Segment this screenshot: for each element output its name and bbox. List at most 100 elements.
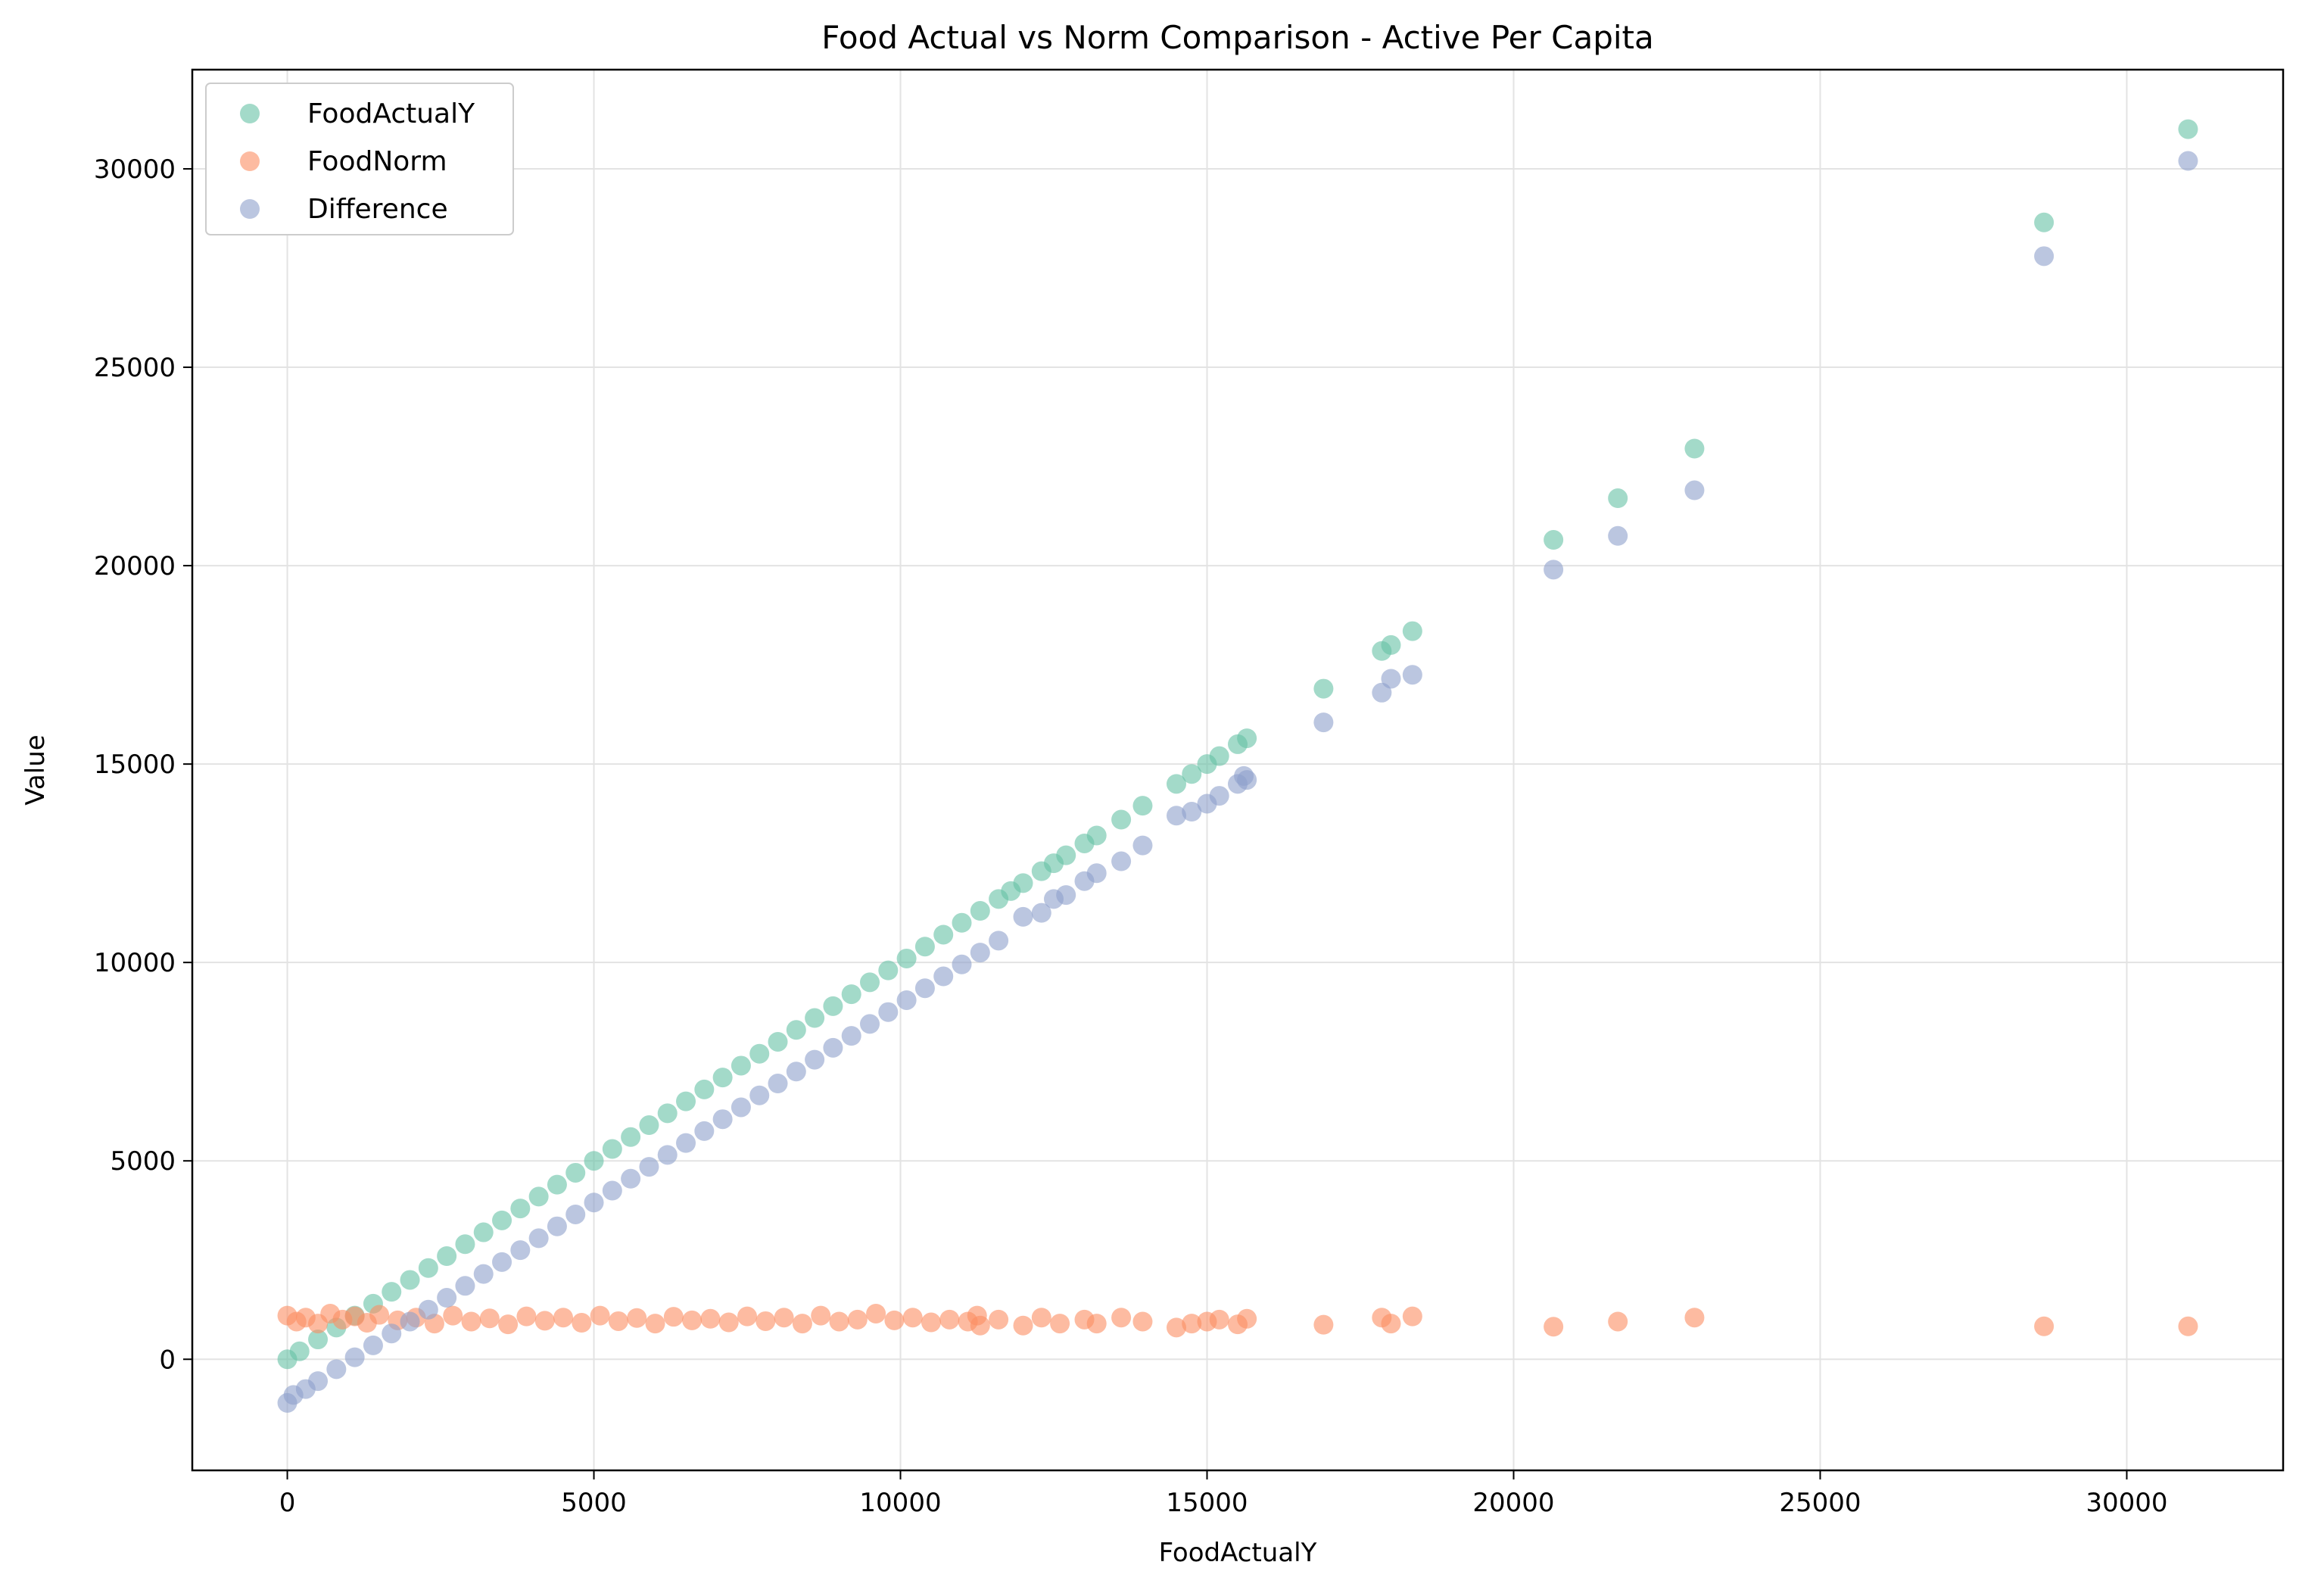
- data-point: [952, 912, 972, 933]
- data-point: [805, 1049, 825, 1070]
- data-point: [510, 1240, 531, 1261]
- data-point: [528, 1186, 549, 1207]
- data-point: [921, 1312, 942, 1333]
- data-point: [1402, 1306, 1422, 1327]
- y-tick-label: 30000: [94, 154, 176, 185]
- data-point: [731, 1055, 751, 1076]
- data-point: [811, 1305, 831, 1326]
- data-point: [1684, 480, 1705, 500]
- data-point: [289, 1341, 310, 1361]
- data-point: [1167, 806, 1187, 826]
- legend-label: FoodNorm: [307, 146, 447, 177]
- data-point: [516, 1306, 537, 1327]
- data-point: [731, 1097, 751, 1118]
- legend-items: FoodActualY FoodNorm Difference: [240, 98, 475, 225]
- y-tick-label: 25000: [94, 353, 176, 383]
- data-point: [749, 1085, 770, 1105]
- data-point: [682, 1310, 702, 1330]
- data-point: [565, 1204, 586, 1224]
- data-point: [749, 1043, 770, 1064]
- grid-lines: [192, 70, 2283, 1470]
- y-tick-label: 0: [159, 1345, 176, 1375]
- data-point: [1056, 845, 1076, 865]
- data-point: [2034, 246, 2055, 267]
- data-point: [841, 984, 861, 1005]
- data-point: [1031, 903, 1051, 923]
- data-point: [1608, 1311, 1628, 1332]
- data-point: [1237, 728, 1257, 749]
- data-point: [2034, 1316, 2055, 1336]
- data-point: [455, 1234, 475, 1255]
- data-point: [1402, 665, 1422, 685]
- data-point: [547, 1216, 567, 1236]
- data-point: [1684, 438, 1705, 459]
- data-point: [939, 1309, 960, 1330]
- data-point: [860, 1014, 880, 1034]
- data-point: [437, 1246, 457, 1266]
- data-point: [418, 1258, 438, 1278]
- chart-title: Food Actual vs Norm Comparison - Active …: [821, 19, 1653, 56]
- data-point: [970, 943, 990, 963]
- data-point: [584, 1151, 604, 1171]
- x-axis-label: FoodActualY: [1159, 1538, 1317, 1568]
- data-point: [694, 1121, 715, 1141]
- series-difference: [277, 151, 2198, 1413]
- data-point: [1132, 1311, 1153, 1332]
- data-point: [1013, 906, 1033, 927]
- data-point: [1132, 835, 1153, 856]
- data-point: [1313, 1314, 1334, 1335]
- data-point: [1402, 621, 1422, 641]
- data-point: [933, 924, 954, 945]
- data-point: [841, 1026, 861, 1046]
- data-point: [1031, 1308, 1051, 1328]
- data-point: [1684, 1308, 1705, 1328]
- data-point: [878, 960, 899, 980]
- data-point: [866, 1303, 886, 1323]
- data-point: [1111, 851, 1132, 871]
- data-point: [308, 1371, 329, 1392]
- data-point: [400, 1270, 420, 1290]
- data-point: [755, 1311, 776, 1331]
- data-point: [657, 1145, 678, 1165]
- data-point: [1111, 809, 1132, 830]
- x-tick-label: 10000: [859, 1488, 941, 1518]
- data-point: [461, 1311, 481, 1332]
- data-point: [2178, 1316, 2198, 1336]
- data-point: [473, 1264, 494, 1284]
- data-point: [1056, 885, 1076, 906]
- data-point: [823, 996, 843, 1016]
- data-point: [676, 1133, 696, 1153]
- data-point: [308, 1330, 329, 1350]
- data-point: [443, 1305, 463, 1326]
- data-point: [1050, 1314, 1070, 1334]
- data-point: [1237, 1308, 1257, 1329]
- y-tick-label: 15000: [94, 750, 176, 780]
- data-point: [1111, 1308, 1132, 1328]
- data-point: [1013, 873, 1033, 893]
- data-point: [792, 1314, 812, 1334]
- data-point: [663, 1307, 684, 1327]
- data-point: [510, 1199, 531, 1219]
- data-point: [860, 972, 880, 993]
- data-point: [1381, 634, 1401, 655]
- data-point: [498, 1314, 519, 1335]
- legend-box: [205, 83, 514, 235]
- data-point: [1182, 802, 1202, 822]
- data-point: [473, 1222, 494, 1242]
- data-point: [437, 1288, 457, 1308]
- data-point: [712, 1068, 733, 1088]
- data-point: [1544, 1317, 1564, 1337]
- data-point: [737, 1306, 758, 1327]
- data-point: [344, 1347, 365, 1367]
- data-point: [645, 1314, 665, 1334]
- axis-ticks: 0 5000 10000 15000 20000 25000 30000 0 5000 10000…: [94, 154, 2168, 1518]
- data-point: [896, 990, 917, 1010]
- x-tick-label: 15000: [1166, 1488, 1248, 1518]
- data-point: [823, 1037, 843, 1058]
- data-point: [914, 978, 935, 999]
- data-point: [694, 1079, 715, 1099]
- x-tick-label: 25000: [1779, 1488, 1861, 1518]
- data-point: [1372, 682, 1392, 703]
- data-point: [2034, 212, 2055, 232]
